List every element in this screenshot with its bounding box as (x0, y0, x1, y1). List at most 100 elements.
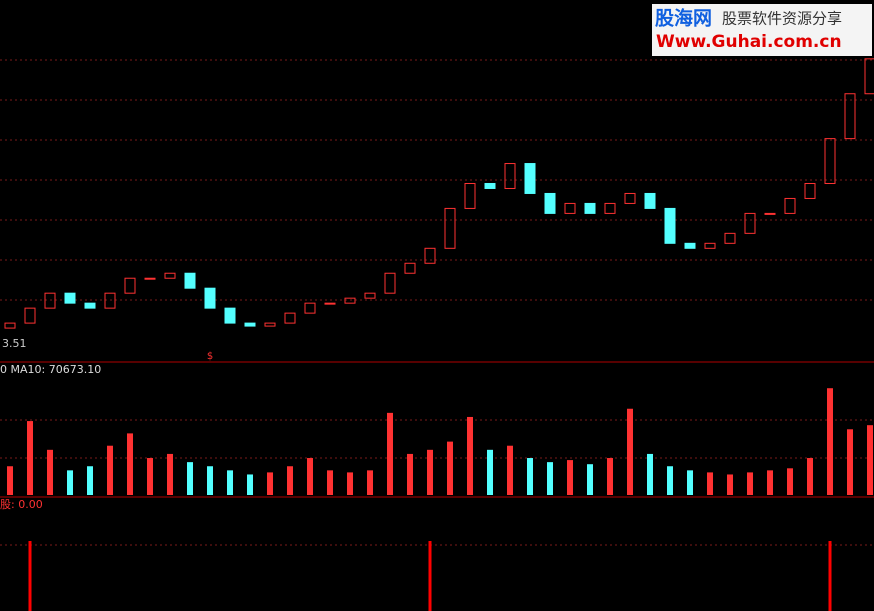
candle-body (324, 302, 336, 305)
candle-body (164, 272, 176, 279)
candle-body (844, 93, 856, 140)
bar (827, 388, 833, 495)
candle-body (724, 232, 736, 244)
watermark-site: 股海网 (655, 7, 712, 30)
candle-body (864, 58, 874, 95)
watermark-slogan: 股票软件资源分享 (722, 10, 842, 28)
bar (607, 458, 613, 495)
watermark-url: Www.Guhai.com.cn (656, 32, 842, 52)
watermark: 股海网 股票软件资源分享 Www.Guhai.com.cn (652, 4, 872, 56)
bar (287, 466, 293, 495)
bar (147, 458, 153, 495)
candle-body (524, 163, 536, 194)
low-label: 3.51 (2, 337, 27, 350)
bar (7, 466, 13, 495)
bar (707, 472, 713, 495)
candle-body (344, 297, 356, 304)
candle-body (104, 292, 116, 309)
candle-body (764, 212, 776, 215)
candle-body (484, 182, 496, 189)
candle-body (544, 192, 556, 214)
bar (387, 412, 393, 495)
candle-body (84, 302, 96, 309)
candle-body (424, 247, 436, 264)
bar (687, 470, 693, 495)
grid (0, 59, 874, 546)
candle-body (64, 292, 76, 304)
bar (807, 458, 813, 495)
candle-body (44, 292, 56, 309)
candle-body (744, 212, 756, 234)
candle-body (684, 242, 696, 249)
bar (347, 472, 353, 495)
candle-body (144, 277, 156, 280)
bar (547, 462, 553, 495)
bar (247, 474, 253, 495)
bar (207, 466, 213, 495)
bar (47, 449, 53, 495)
candle-body (384, 272, 396, 294)
candle-body (24, 307, 36, 324)
candle-body (244, 322, 256, 327)
candle-body (224, 307, 236, 324)
candle-body (604, 202, 616, 214)
candle-body (404, 262, 416, 274)
candle-body (4, 322, 16, 329)
candle-body (444, 207, 456, 249)
bar (28, 541, 32, 611)
bar (667, 466, 673, 495)
candle-body (184, 272, 196, 289)
candle-body (804, 182, 816, 199)
candle-body (584, 202, 596, 214)
bar (187, 462, 193, 495)
candle-body (124, 277, 136, 294)
candle-body (564, 202, 576, 214)
signal-marker: $ (207, 351, 213, 362)
bar (407, 453, 413, 495)
candle-body (304, 302, 316, 314)
candle-body (284, 312, 296, 324)
bar (727, 474, 733, 495)
candle-body (704, 242, 716, 249)
bar (428, 541, 432, 611)
bar (27, 421, 33, 495)
candle-body (664, 207, 676, 244)
candle-body (644, 192, 656, 209)
bar (227, 470, 233, 495)
bar (127, 433, 133, 495)
bar (747, 472, 753, 495)
bar (527, 458, 533, 495)
bar (828, 541, 832, 611)
volume-label: 0 MA10: 70673.10 (0, 363, 101, 376)
candle-body (204, 287, 216, 309)
candle-body (784, 197, 796, 214)
candle-body (464, 182, 476, 209)
bar (847, 429, 853, 495)
bar (767, 470, 773, 495)
bar (67, 470, 73, 495)
bar (487, 449, 493, 495)
candle-body (624, 192, 636, 204)
bar (107, 445, 113, 495)
bar (867, 425, 873, 495)
bar (427, 449, 433, 495)
bar (647, 453, 653, 495)
candle-body (504, 163, 516, 189)
bar (587, 464, 593, 495)
candle-body (364, 292, 376, 299)
bar (627, 408, 633, 495)
bar (167, 453, 173, 495)
bar (327, 470, 333, 495)
bar (507, 445, 513, 495)
bar (367, 470, 373, 495)
bar (87, 466, 93, 495)
candle-body (264, 322, 276, 327)
bar (467, 416, 473, 495)
watermark-bg (652, 4, 872, 56)
bar (787, 468, 793, 495)
bar (307, 458, 313, 495)
candle-body (824, 138, 836, 184)
bar (267, 472, 273, 495)
